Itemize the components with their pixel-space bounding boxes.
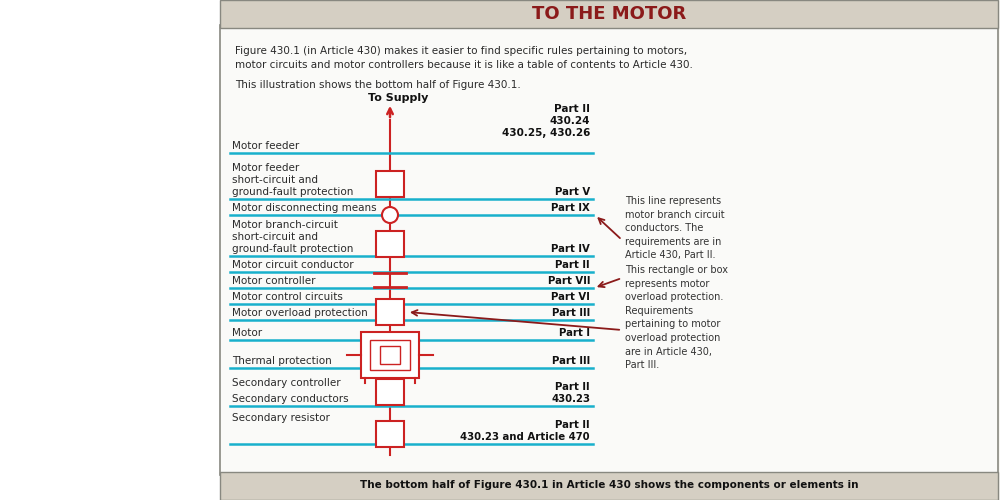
Text: 430.25, 430.26: 430.25, 430.26	[502, 128, 590, 138]
Text: Part VII: Part VII	[548, 276, 590, 286]
Text: Part III: Part III	[552, 356, 590, 366]
Text: Secondary controller: Secondary controller	[232, 378, 341, 388]
Text: ground-fault protection: ground-fault protection	[232, 187, 353, 197]
Text: short-circuit and: short-circuit and	[232, 175, 318, 185]
Text: Motor feeder: Motor feeder	[232, 141, 299, 151]
Text: Figure 430.1 (in Article 430) makes it easier to find specific rules pertaining : Figure 430.1 (in Article 430) makes it e…	[235, 46, 687, 56]
Text: Secondary conductors: Secondary conductors	[232, 394, 349, 404]
Text: Part III: Part III	[552, 308, 590, 318]
Text: Part IX: Part IX	[551, 203, 590, 213]
Text: Part II
430.23: Part II 430.23	[551, 382, 590, 404]
Text: Motor circuit conductor: Motor circuit conductor	[232, 260, 354, 270]
Text: This rectangle or box
represents motor
overload protection.
Requirements
pertain: This rectangle or box represents motor o…	[625, 265, 728, 370]
Text: Motor disconnecting means: Motor disconnecting means	[232, 203, 377, 213]
Text: To Supply: To Supply	[368, 93, 428, 103]
Text: This illustration shows the bottom half of Figure 430.1.: This illustration shows the bottom half …	[235, 80, 521, 90]
Text: motor circuits and motor controllers because it is like a table of contents to A: motor circuits and motor controllers bec…	[235, 60, 693, 70]
Text: Motor control circuits: Motor control circuits	[232, 292, 343, 302]
Text: Motor feeder: Motor feeder	[232, 163, 299, 173]
Bar	[361, 332, 419, 378]
Bar	[220, 472, 998, 500]
Text: Part VI: Part VI	[551, 292, 590, 302]
Bar	[376, 379, 404, 405]
Text: The bottom half of Figure 430.1 in Article 430 shows the components or elements : The bottom half of Figure 430.1 in Artic…	[360, 480, 858, 490]
Text: ground-fault protection: ground-fault protection	[232, 244, 353, 254]
Text: Part IV: Part IV	[551, 244, 590, 254]
Bar	[376, 299, 404, 325]
Text: This line represents
motor branch circuit
conductors. The
requirements are in
Ar: This line represents motor branch circui…	[625, 196, 725, 260]
Text: Part V: Part V	[555, 187, 590, 197]
Text: Thermal protection: Thermal protection	[232, 356, 332, 366]
Bar	[220, 0, 998, 28]
Text: Secondary resistor: Secondary resistor	[232, 413, 330, 423]
Circle shape	[382, 207, 398, 223]
Text: short-circuit and: short-circuit and	[232, 232, 318, 242]
Text: TO THE MOTOR: TO THE MOTOR	[532, 5, 686, 23]
Text: Part II: Part II	[555, 260, 590, 270]
Text: Part II
430.23 and Article 470: Part II 430.23 and Article 470	[460, 420, 590, 442]
Text: Motor branch-circuit: Motor branch-circuit	[232, 220, 338, 230]
Bar	[370, 340, 410, 370]
Text: Motor: Motor	[232, 328, 262, 338]
Bar	[220, 25, 998, 475]
Bar	[0, 0, 220, 500]
Bar	[380, 346, 400, 364]
Text: Part II: Part II	[554, 104, 590, 114]
Bar	[376, 231, 404, 257]
Text: Motor controller: Motor controller	[232, 276, 316, 286]
Text: 430.24: 430.24	[550, 116, 590, 126]
Text: Part I: Part I	[559, 328, 590, 338]
Bar	[376, 171, 404, 197]
Text: Motor overload protection: Motor overload protection	[232, 308, 368, 318]
Bar	[376, 421, 404, 447]
